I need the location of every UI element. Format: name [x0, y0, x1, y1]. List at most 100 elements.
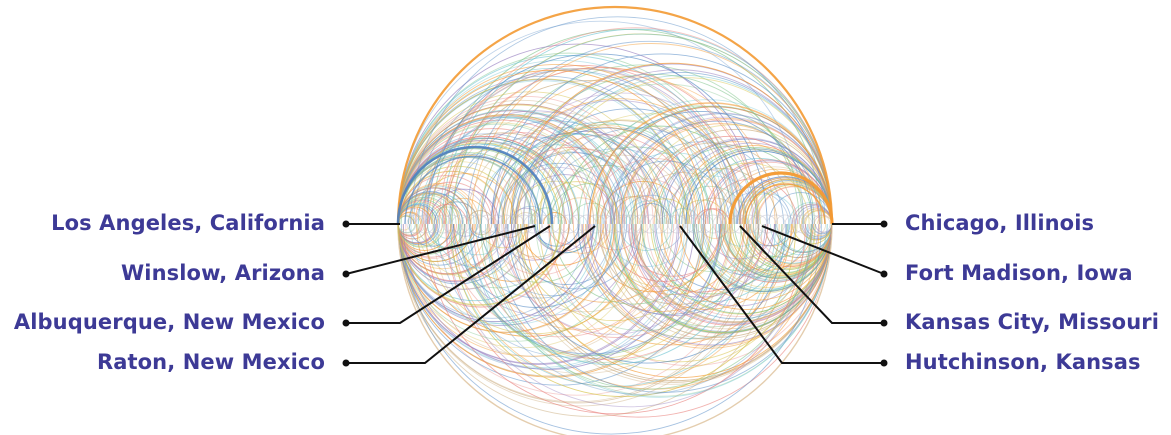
route-arc — [640, 223, 660, 234]
route-arc — [451, 33, 832, 225]
route-arc — [515, 108, 747, 225]
route-arc — [398, 128, 590, 225]
route-arc — [469, 214, 489, 225]
route-arc — [470, 43, 832, 225]
route-arc — [475, 223, 689, 331]
route-arc — [398, 109, 628, 225]
route-arc — [405, 223, 749, 396]
leader-winslow — [345, 225, 536, 275]
route-arc — [487, 223, 507, 234]
route-arc — [408, 181, 493, 225]
route-arc — [414, 173, 517, 225]
route-arc — [649, 214, 669, 225]
label-kansas-city: Kansas City, Missouri — [905, 310, 1159, 334]
route-arc — [515, 120, 724, 225]
route-arc — [523, 214, 543, 225]
route-arc — [712, 223, 732, 234]
route-arc — [766, 214, 786, 225]
route-arc — [604, 223, 624, 234]
route-arc — [581, 223, 766, 316]
route-arc — [453, 223, 570, 282]
leader-dot-kansas-city — [880, 319, 888, 327]
route-arc — [492, 98, 745, 225]
route-arc — [398, 223, 615, 333]
route-arc — [784, 214, 804, 225]
route-arc — [559, 214, 579, 225]
route-arc — [630, 223, 832, 325]
route-arc — [631, 223, 651, 234]
route-arc — [423, 68, 735, 225]
route-arc — [685, 214, 705, 225]
route-arc — [460, 214, 480, 225]
route-arc — [447, 223, 675, 338]
route-arc-highlight — [744, 183, 826, 225]
route-arc — [640, 214, 660, 225]
route-arc — [751, 223, 832, 265]
route-arc — [398, 223, 588, 319]
route-arc — [398, 175, 496, 225]
route-arc — [775, 223, 795, 234]
route-arc — [703, 214, 723, 225]
label-fort-madison: Fort Madison, Iowa — [905, 261, 1133, 285]
route-arc — [693, 158, 826, 225]
route-arc — [410, 16, 826, 225]
route-arc — [505, 214, 525, 225]
route-arc — [572, 223, 750, 313]
route-arc — [411, 132, 595, 225]
route-arc — [539, 223, 816, 363]
route-arc-highlight — [728, 171, 834, 225]
route-arc — [560, 125, 758, 225]
route-arc — [466, 210, 495, 225]
route-arc — [605, 196, 661, 225]
route-arc — [449, 120, 658, 225]
leader-fort-madison — [761, 225, 885, 275]
route-arc — [510, 62, 832, 225]
route-arc — [398, 223, 664, 357]
route-arc — [808, 223, 832, 236]
route-arc — [620, 123, 823, 225]
route-arc — [460, 223, 480, 234]
route-arc — [503, 223, 732, 338]
route-arc — [604, 223, 691, 267]
route-arc — [503, 223, 571, 258]
route-arc — [506, 223, 580, 261]
route-arc — [458, 223, 723, 357]
route-arc — [433, 214, 453, 225]
leader-kansas-city — [739, 225, 884, 324]
route-arc — [398, 115, 616, 225]
leader-lines — [342, 220, 888, 367]
route-arc — [716, 186, 792, 225]
route-arc — [398, 99, 646, 225]
route-arc — [442, 214, 462, 225]
route-arc — [398, 223, 784, 417]
route-arc — [398, 187, 471, 225]
route-arc — [811, 214, 831, 225]
route-arc — [398, 96, 654, 225]
route-arc — [582, 223, 832, 349]
route-arc — [424, 214, 444, 225]
route-arc — [604, 214, 624, 225]
route-arc — [432, 223, 733, 374]
route-arc — [631, 214, 651, 225]
route-arc — [478, 223, 528, 249]
route-arc — [642, 128, 832, 225]
route-arc — [433, 223, 523, 269]
route-arc — [613, 214, 633, 225]
route-arc — [667, 223, 687, 234]
route-arc — [512, 205, 549, 225]
route-arc — [802, 214, 822, 225]
route-arc — [406, 214, 426, 225]
route-arc — [523, 223, 543, 234]
route-arc — [398, 223, 598, 325]
route-arc — [445, 223, 832, 418]
route-arc — [621, 194, 681, 225]
route-arc — [543, 212, 567, 225]
route-arc — [658, 223, 678, 234]
route-arc — [496, 214, 516, 225]
route-arc — [686, 162, 810, 225]
highlight-arcs — [396, 5, 834, 435]
route-arc — [631, 223, 769, 293]
route-arc — [745, 223, 832, 268]
route-arc — [739, 214, 759, 225]
route-arc — [616, 223, 832, 333]
